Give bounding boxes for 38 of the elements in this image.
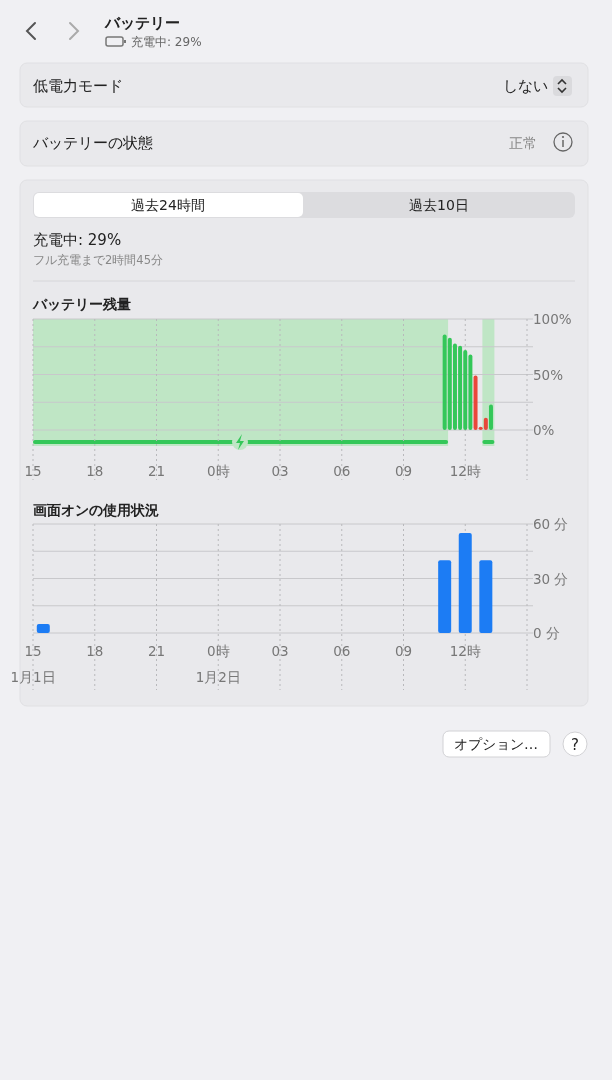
x-tick-label: 18 [86,463,104,479]
x-tick-label: 15 [24,463,42,479]
text: 正常 [509,135,537,151]
text: 低電力モード [33,77,123,95]
y-tick-label: 100% [533,311,572,327]
x-tick-label: 0時 [206,463,230,479]
chart-title: バッテリー残量 [32,296,131,312]
chart-title: 画面オンの使用状況 [33,502,159,518]
text: 充電中: 29% [131,35,202,49]
x-tick-label: 03 [271,463,289,479]
text: しない [503,77,548,95]
text: 過去24時間 [131,197,205,213]
x-tick-label: 15 1月1日 [10,643,56,685]
x-tick-label: 21 [147,463,166,479]
x-tick-label: 06 [333,463,351,479]
x-tick-label: 18 [86,643,104,659]
y-tick-label: 60 分 [533,516,569,532]
x-tick-label: 12時 [449,643,481,659]
bar [488,404,493,430]
y-tick-label: 30 分 [533,570,569,587]
text: バッテリー [104,14,180,32]
x-tick-label: 06 [333,643,351,659]
y-tick-label: 0% [533,422,555,438]
x-tick-label: 0時 1月2日 [195,643,241,685]
text: 充電中: 29% [33,231,122,249]
text: ? [571,736,579,754]
y-tick-label: 0 分 [533,625,560,641]
bar [483,417,488,430]
text: オプション… [454,736,538,752]
x-tick-label: 21 [147,643,166,659]
y-tick-label: 50% [533,366,564,383]
text: フル充電まで2時間45分 [33,253,163,267]
x-tick-label: 09 [394,463,413,479]
x-tick-label: 09 [394,643,413,659]
x-tick-label: 03 [271,643,289,659]
text: 過去10日 [409,197,469,213]
text: バッテリーの状態 [32,134,153,152]
x-tick-label: 12時 [449,463,481,479]
